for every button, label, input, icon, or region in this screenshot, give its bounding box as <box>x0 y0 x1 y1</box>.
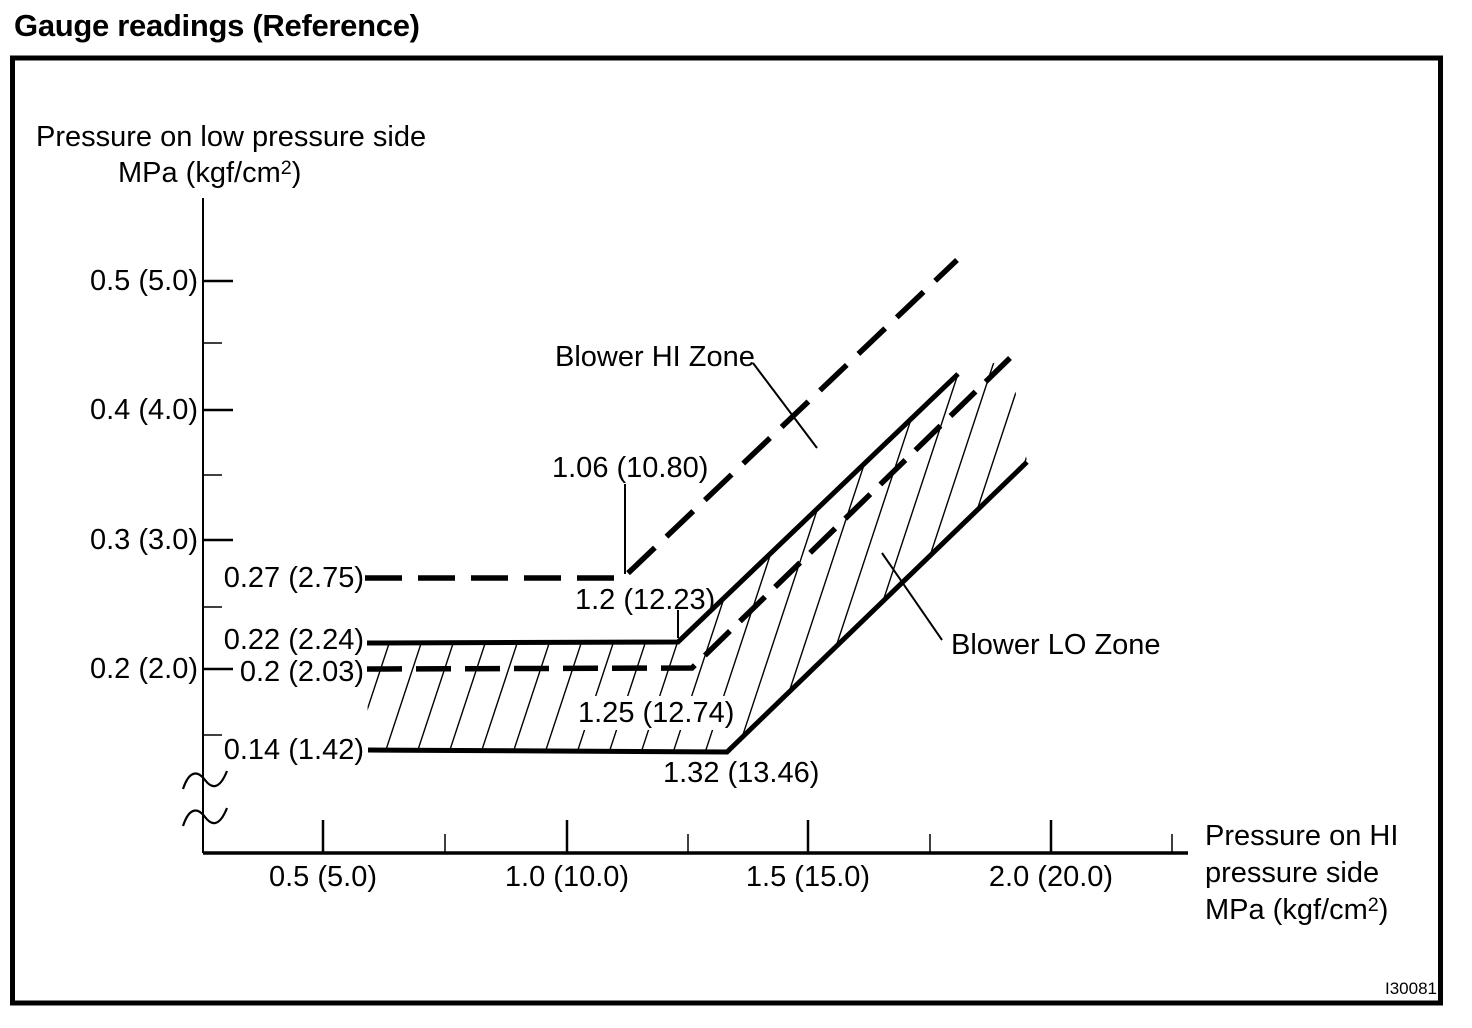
y-axis-unit-close: ) <box>291 157 302 189</box>
blower-lo-lower-solid-line <box>367 460 1029 755</box>
blower-hi-upper-dashed-line <box>365 258 959 581</box>
x-tick-label-0.5: 0.5 (5.0) <box>269 861 377 893</box>
leader-zone-lo <box>881 552 943 641</box>
blower-hi-lower-dashed-line <box>366 356 1012 672</box>
y-axis-title-line1: Pressure on low pressure side <box>36 121 427 153</box>
chart-frame-border <box>10 55 1443 1006</box>
x-tick-label-1.0: 1.0 (10.0) <box>504 861 630 893</box>
page-title: Gauge readings (Reference) <box>14 8 420 43</box>
knee-label-hi-upper: 1.06 (10.80) <box>552 452 709 484</box>
figure-code: I30081 <box>1385 979 1437 998</box>
y-tick-label-0.2: 0.2 (2.0) <box>90 653 198 685</box>
x-axis-unit-base: MPa (kgf/cm <box>1205 894 1368 926</box>
y-axis-break-squiggle-1 <box>181 807 229 827</box>
x-tick-label-1.5: 1.5 (15.0) <box>745 861 871 893</box>
lo-zone-hatch-fill <box>367 358 1027 752</box>
x-axis-unit-superscript: 2 <box>1367 893 1379 916</box>
y-axis-break-squiggle-0 <box>181 770 229 790</box>
y-axis-unit-superscript: 2 <box>280 156 292 179</box>
y-axis-unit-base: MPa (kgf/cm <box>118 157 281 189</box>
zone-label-blower-lo: Blower LO Zone <box>951 629 1161 661</box>
x-axis-title-line1: Pressure on HI <box>1205 820 1399 852</box>
x-tick-label-2.0: 2.0 (20.0) <box>988 861 1114 893</box>
y-axis-title-unit: MPa (kgf/cm2) <box>118 156 301 193</box>
knee-label-lo-upper: 1.2 (12.23) <box>575 584 716 616</box>
blower-lo-upper-solid-line <box>366 372 960 646</box>
line-start-label-hi-lower: 0.2 (2.03) <box>239 656 364 688</box>
x-axis-title-unit: MPa (kgf/cm2) <box>1205 892 1388 932</box>
knee-label-hi-lower: 1.25 (12.74) <box>574 696 739 730</box>
x-axis-unit-close: ) <box>1378 894 1389 926</box>
line-start-label-lo-lower: 0.14 (1.42) <box>223 734 364 766</box>
line-start-label-hi-upper: 0.27 (2.75) <box>223 562 364 594</box>
zone-label-blower-hi: Blower HI Zone <box>555 341 755 373</box>
leader-zone-hi <box>752 362 818 449</box>
y-tick-label-0.4: 0.4 (4.0) <box>90 394 198 426</box>
knee-label-lo-lower: 1.32 (13.46) <box>663 757 820 789</box>
line-start-label-lo-upper: 0.22 (2.24) <box>223 624 364 656</box>
x-axis-title-line2: pressure side <box>1205 857 1380 889</box>
y-tick-label-0.5: 0.5 (5.0) <box>90 265 198 297</box>
y-tick-label-0.3: 0.3 (3.0) <box>90 524 198 556</box>
